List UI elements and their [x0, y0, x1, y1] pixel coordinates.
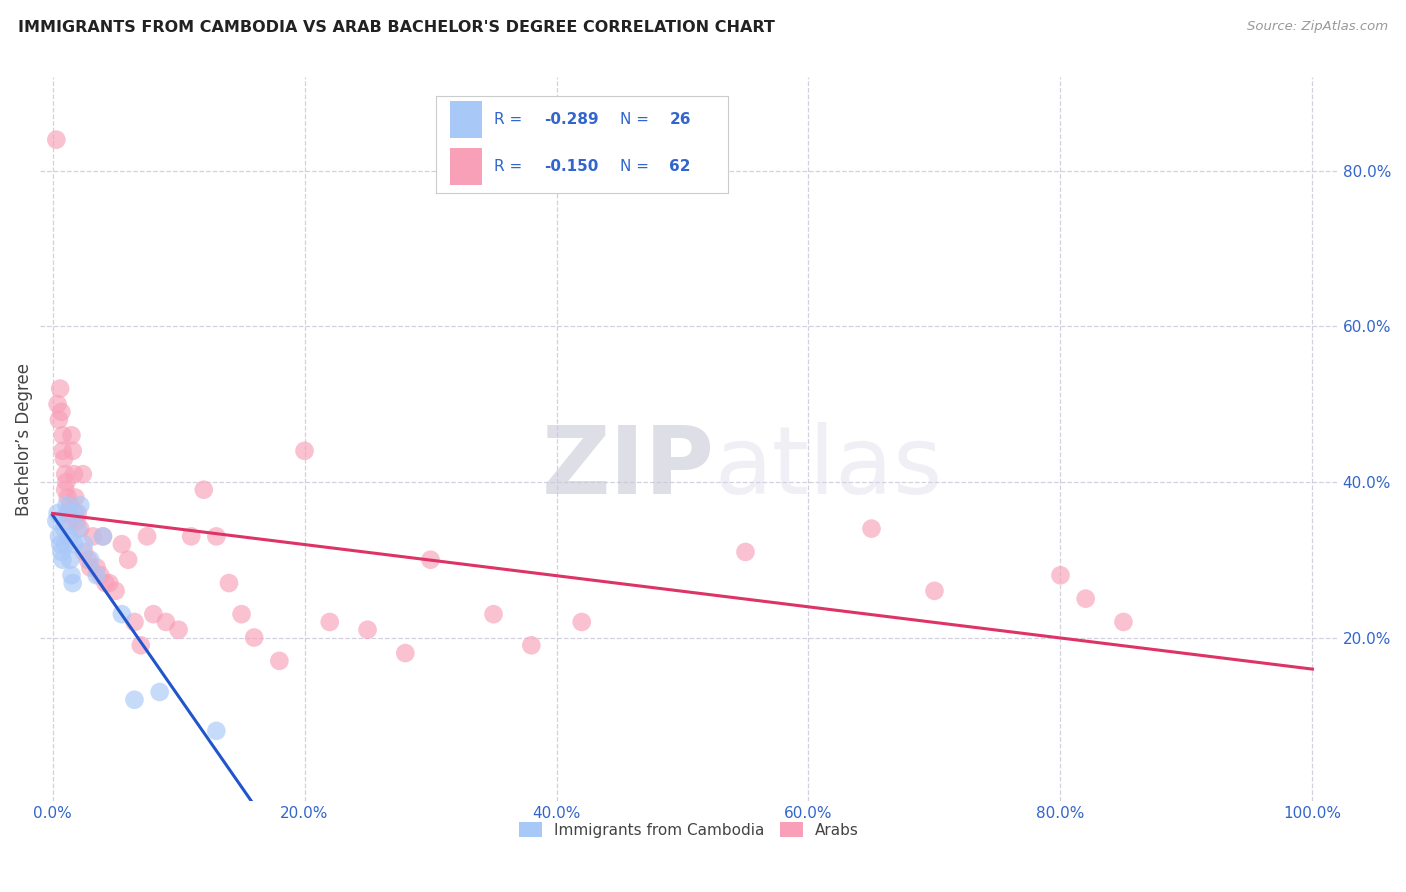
Point: [76, 553, 98, 567]
Point: [69, 498, 91, 512]
Point: [419, 553, 441, 567]
Point: [48, 529, 70, 543]
Point: [63, 467, 86, 482]
Point: [58, 514, 80, 528]
Point: [45, 514, 67, 528]
Point: [734, 545, 756, 559]
Point: [124, 615, 146, 629]
Point: [62, 443, 84, 458]
Point: [111, 607, 134, 622]
Point: [52, 553, 75, 567]
Point: [51, 405, 73, 419]
Point: [924, 583, 946, 598]
Point: [52, 443, 75, 458]
Point: [65, 514, 87, 528]
Point: [60, 428, 83, 442]
Point: [52, 428, 75, 442]
Point: [155, 615, 177, 629]
Point: [49, 382, 72, 396]
Point: [53, 537, 76, 551]
Point: [55, 475, 77, 489]
Point: [63, 537, 86, 551]
Point: [69, 522, 91, 536]
Point: [59, 553, 82, 567]
Point: [79, 553, 101, 567]
Point: [98, 576, 121, 591]
Point: [65, 491, 87, 505]
Point: [117, 553, 139, 567]
Text: IMMIGRANTS FROM CAMBODIA VS ARAB BACHELOR'S DEGREE CORRELATION CHART: IMMIGRANTS FROM CAMBODIA VS ARAB BACHELO…: [18, 20, 775, 35]
Point: [571, 615, 593, 629]
Point: [94, 576, 117, 591]
Point: [231, 607, 253, 622]
Point: [66, 522, 89, 536]
Text: ZIP: ZIP: [541, 422, 714, 514]
Point: [167, 623, 190, 637]
Point: [82, 529, 104, 543]
Point: [56, 506, 79, 520]
Point: [149, 685, 172, 699]
Point: [243, 631, 266, 645]
Text: atlas: atlas: [714, 422, 943, 514]
Point: [111, 537, 134, 551]
Point: [193, 483, 215, 497]
Point: [180, 529, 202, 543]
Point: [1074, 591, 1097, 606]
Point: [56, 506, 79, 520]
Legend: Immigrants from Cambodia, Arabs: Immigrants from Cambodia, Arabs: [513, 815, 865, 844]
Point: [65, 506, 87, 520]
Point: [49, 537, 72, 551]
Point: [294, 443, 316, 458]
Point: [319, 615, 342, 629]
Point: [53, 483, 76, 497]
Point: [56, 491, 79, 505]
Point: [1112, 615, 1135, 629]
Point: [48, 413, 70, 427]
Point: [205, 529, 228, 543]
Point: [205, 723, 228, 738]
Point: [79, 560, 101, 574]
Point: [129, 638, 152, 652]
Point: [51, 545, 73, 559]
Point: [104, 583, 127, 598]
Point: [860, 522, 883, 536]
Point: [58, 529, 80, 543]
Point: [45, 133, 67, 147]
Point: [59, 498, 82, 512]
Point: [1049, 568, 1071, 582]
Point: [91, 529, 114, 543]
Point: [89, 568, 111, 582]
Point: [356, 623, 378, 637]
Point: [73, 545, 96, 559]
Point: [53, 467, 76, 482]
Point: [86, 560, 108, 574]
Point: [218, 576, 240, 591]
Point: [73, 537, 96, 551]
Y-axis label: Bachelor’s Degree: Bachelor’s Degree: [15, 363, 32, 516]
Point: [55, 498, 77, 512]
Point: [46, 397, 69, 411]
Point: [394, 646, 416, 660]
Point: [62, 576, 84, 591]
Point: [60, 568, 83, 582]
Text: Source: ZipAtlas.com: Source: ZipAtlas.com: [1247, 20, 1388, 33]
Point: [136, 529, 159, 543]
Point: [52, 451, 75, 466]
Point: [66, 506, 89, 520]
Point: [142, 607, 165, 622]
Point: [46, 506, 69, 520]
Point: [72, 467, 94, 482]
Point: [269, 654, 291, 668]
Point: [86, 568, 108, 582]
Point: [52, 522, 75, 536]
Point: [91, 529, 114, 543]
Point: [124, 692, 146, 706]
Point: [520, 638, 543, 652]
Point: [482, 607, 505, 622]
